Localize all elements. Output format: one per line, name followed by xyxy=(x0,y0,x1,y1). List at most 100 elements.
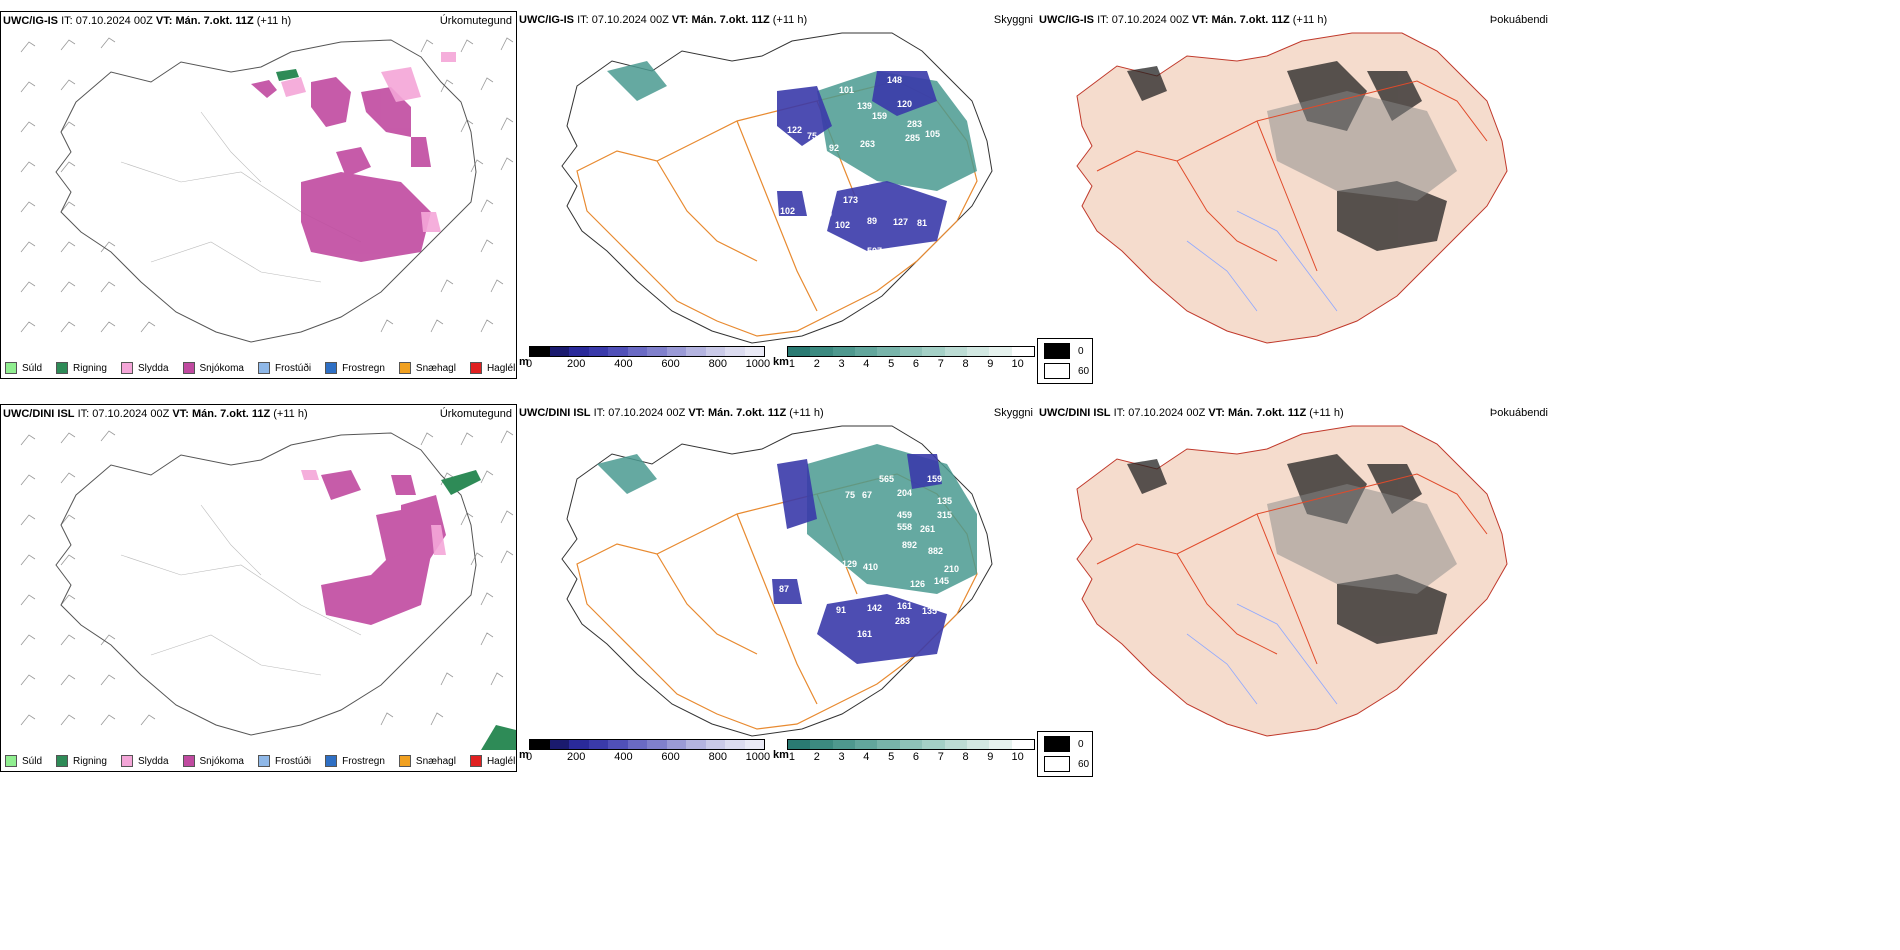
cloud-base-label: 507 xyxy=(867,246,882,256)
legend-item-freezing-rain: Frostregn xyxy=(325,755,385,767)
cloud-base-label: 122 xyxy=(787,125,802,135)
fog-grey xyxy=(1267,91,1457,201)
panel-header: UWC/DINI ISL IT: 07.10.2024 00Z VT: Mán.… xyxy=(519,407,824,419)
cloud-base-label: 283 xyxy=(895,616,910,626)
wind-barbs xyxy=(20,37,514,333)
precip-type-panel-row2: UWC/DINI ISL IT: 07.10.2024 00Z VT: Mán.… xyxy=(0,404,517,772)
sleet-areas xyxy=(281,52,456,232)
precip-type-panel-row1: UWC/IG-IS IT: 07.10.2024 00Z VT: Mán. 7.… xyxy=(0,11,517,379)
panel-header: UWC/DINI ISL IT: 07.10.2024 00Z VT: Mán.… xyxy=(3,408,308,420)
cloud-base-label: 102 xyxy=(835,220,850,230)
cloud-base-label: 126 xyxy=(910,579,925,589)
wind-barbs xyxy=(20,430,514,726)
cloud-base-label: 75 xyxy=(807,131,817,141)
cloud-base-label: 93 xyxy=(807,546,817,556)
rain-areas xyxy=(441,470,516,750)
rivers xyxy=(1186,210,1338,312)
visibility-colorbar: 1 2 3 4 5 6 7 8 9 10 xyxy=(787,739,1035,764)
cloud-base-label: 109 xyxy=(817,209,832,219)
cloud-base-label: 204 xyxy=(897,488,912,498)
low-cloud-base xyxy=(777,71,947,251)
cloud-base-label: 135 xyxy=(922,606,937,616)
cloud-base-label: 127 xyxy=(893,217,908,227)
legend-item-freezing-drizzle: Frostúði xyxy=(257,755,311,767)
cloud-base-label: 75 xyxy=(845,490,855,500)
panel-header: UWC/IG-IS IT: 07.10.2024 00Z VT: Mán. 7.… xyxy=(1039,14,1328,26)
cloud-visibility-panel-row1: UWC/IG-IS IT: 07.10.2024 00Z VT: Mán. 7.… xyxy=(517,11,1037,379)
legend-item-snow-pellets: Snæhagl xyxy=(398,755,456,767)
legend-item-drizzle: Súld xyxy=(5,755,42,767)
legend-item-rain: Rigning xyxy=(56,755,107,767)
cloud-base-unit: m xyxy=(519,356,529,368)
roads xyxy=(1096,80,1488,272)
panel-type-title: Úrkomutegund xyxy=(439,408,512,420)
cloud-base-label: 145 xyxy=(934,576,949,586)
cloud-visibility-map: 565 204 159 75 67 459 558 261 315 135 13… xyxy=(561,425,993,737)
cloud-base-label: 159 xyxy=(872,111,887,121)
rivers xyxy=(1186,603,1338,705)
panel-type-title: Skyggni xyxy=(993,14,1033,26)
fog-indicator-panel-row2: UWC/DINI ISL IT: 07.10.2024 00Z VT: Mán.… xyxy=(1037,404,1552,777)
cloud-base-label: 161 xyxy=(897,601,912,611)
cloud-base-label: 102 xyxy=(780,206,795,216)
roads xyxy=(1096,473,1488,665)
cloud-base-label: 283 xyxy=(907,119,922,129)
cloud-base-colorbar: 0 200 400 600 800 1000 xyxy=(526,739,770,764)
cloud-base-label: 204 xyxy=(833,181,848,191)
cloud-base-label: 173 xyxy=(843,195,858,205)
panel-type-title: Skyggni xyxy=(993,407,1033,419)
cloud-base-label: 558 xyxy=(897,522,912,532)
precip-type-legend: Súld Rigning Slydda Snjókoma Frostúði Fr… xyxy=(5,755,515,767)
cloud-base-label: 63 xyxy=(814,143,824,153)
cloud-base-label: 210 xyxy=(944,564,959,574)
cloud-base-label: 109 xyxy=(787,153,802,163)
visibility-unit: km xyxy=(773,749,789,761)
cloud-base-label: 410 xyxy=(863,562,878,572)
cloud-base-label: 101 xyxy=(839,85,854,95)
legend-item-snow-pellets: Snæhagl xyxy=(398,362,456,374)
cloud-base-label: 285 xyxy=(905,133,920,143)
cloud-base-label: 148 xyxy=(887,75,902,85)
cloud-base-label: 139 xyxy=(857,101,872,111)
precip-type-legend: Súld Rigning Slydda Snjókoma Frostúði Fr… xyxy=(5,362,515,374)
visibility-colorbar: 1 2 3 4 5 6 7 8 9 10 xyxy=(787,346,1035,371)
panel-type-title: Þokuábendi xyxy=(1489,14,1548,26)
cloud-base-label: 129 xyxy=(842,559,857,569)
legend-item-sleet: Slydda xyxy=(120,362,169,374)
cloud-base-label: 459 xyxy=(897,510,912,520)
panel-header: UWC/IG-IS IT: 07.10.2024 00Z VT: Mán. 7.… xyxy=(519,14,808,26)
legend-item-sleet: Slydda xyxy=(120,755,169,767)
iceland-outline xyxy=(55,432,477,736)
legend-item-drizzle: Súld xyxy=(5,362,42,374)
cloud-base-label: 263 xyxy=(860,139,875,149)
snow-areas xyxy=(321,470,446,625)
cloud-base-label: 132 xyxy=(787,536,802,546)
cloud-base-label: 315 xyxy=(937,510,952,520)
low-cloud-base xyxy=(772,454,947,664)
cloud-base-label: 87 xyxy=(779,584,789,594)
cloud-base-label: 105 xyxy=(925,129,940,139)
cloud-base-label: 161 xyxy=(857,629,872,639)
legend-item-rain: Rigning xyxy=(56,362,107,374)
cloud-base-labels: 148 101 120 139 159 283 285 105 122 75 6… xyxy=(780,75,940,256)
visibility-unit: km xyxy=(773,356,789,368)
precip-map xyxy=(20,430,516,750)
cloud-base-label: 120 xyxy=(897,99,912,109)
fog-indicator-panel-row1: UWC/IG-IS IT: 07.10.2024 00Z VT: Mán. 7.… xyxy=(1037,11,1552,384)
cloud-base-label: 565 xyxy=(879,474,894,484)
precip-map xyxy=(20,37,514,343)
cloud-base-label: 67 xyxy=(862,490,872,500)
cloud-visibility-map: 148 101 120 139 159 283 285 105 122 75 6… xyxy=(561,32,993,344)
cloud-base-label: 92 xyxy=(829,143,839,153)
cloud-base-unit: m xyxy=(519,749,529,761)
cloud-base-label: 142 xyxy=(867,603,882,613)
cloud-base-labels: 565 204 159 75 67 459 558 261 315 135 13… xyxy=(779,474,959,639)
legend-item-freezing-rain: Frostregn xyxy=(325,362,385,374)
cloud-base-label: 261 xyxy=(920,524,935,534)
snow-areas xyxy=(251,77,431,262)
sleet-areas xyxy=(301,470,446,555)
iceland-outline xyxy=(55,39,477,343)
rain-areas xyxy=(276,69,299,81)
cloud-base-label: 159 xyxy=(927,474,942,484)
panel-type-title: Úrkomutegund xyxy=(439,15,512,27)
